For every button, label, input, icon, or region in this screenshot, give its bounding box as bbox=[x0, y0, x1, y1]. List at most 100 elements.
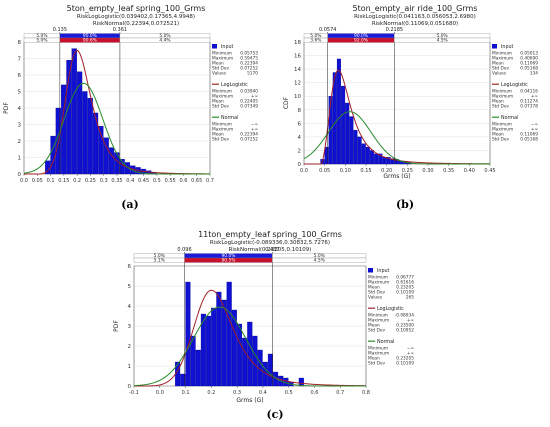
chart-title: 11ton_empty_leaf spring_100_Grms bbox=[198, 230, 342, 239]
stat-value: 0.22405 bbox=[240, 99, 258, 105]
stat-label: Maximum bbox=[368, 280, 389, 286]
stat-label: Maximum bbox=[492, 56, 513, 62]
chart-subtitle-loglogistic: RiskLogLogistic(0.041163,0.056053,2.6980… bbox=[354, 14, 476, 20]
stat-value: 0.23205 bbox=[396, 356, 414, 362]
histogram-bar bbox=[382, 157, 387, 165]
stat-label: Minimum bbox=[212, 51, 232, 57]
histogram-bar bbox=[185, 281, 191, 387]
histogram-bar bbox=[211, 307, 217, 387]
x-tick-label: 0.0 bbox=[300, 168, 308, 174]
stat-value: 0.07349 bbox=[240, 104, 258, 110]
x-tick-label: 0.35 bbox=[111, 178, 122, 184]
band-top-label: 90.0% bbox=[221, 253, 235, 259]
x-tick-label: 0.7 bbox=[206, 178, 214, 184]
stat-label: Std Dev bbox=[492, 104, 509, 110]
x-tick-label: 0.1 bbox=[47, 178, 55, 184]
histogram-bar bbox=[298, 377, 304, 387]
stat-label: Maximum bbox=[212, 94, 233, 100]
band-bottom-label: 92.0% bbox=[354, 38, 368, 44]
histogram-bar bbox=[324, 146, 329, 165]
histogram-bar bbox=[226, 281, 232, 387]
stat-value: 5170 bbox=[247, 71, 258, 77]
stat-label: Std Dev bbox=[212, 137, 229, 143]
stat-label: Minimum bbox=[368, 313, 388, 319]
histogram-bar bbox=[87, 97, 93, 175]
y-tick-label: 0 bbox=[18, 172, 22, 178]
histogram-bar bbox=[195, 349, 201, 387]
histogram-bar bbox=[328, 96, 333, 165]
histogram-bar bbox=[76, 71, 83, 175]
histogram-bar bbox=[82, 91, 88, 175]
y-tick-label: 18 bbox=[294, 40, 301, 46]
percentile-marker-label: 0.096 bbox=[177, 247, 191, 253]
x-tick-label: 0.05 bbox=[32, 178, 43, 184]
y-tick-label: 0 bbox=[128, 384, 132, 390]
x-tick-label: 0.3 bbox=[233, 390, 241, 396]
histogram-bar bbox=[345, 102, 350, 165]
x-tick-label: 0.5 bbox=[285, 390, 293, 396]
band-top-label: 5.0% bbox=[310, 33, 321, 39]
x-tick-label: 0.6 bbox=[179, 178, 187, 184]
stat-value: 0.07252 bbox=[240, 137, 258, 143]
stat-label: Maximum bbox=[368, 318, 389, 324]
histogram-bar bbox=[332, 72, 337, 165]
legend-title-loglogistic: LogLogistic bbox=[221, 82, 248, 88]
band-bottom-label: 5.0% bbox=[36, 38, 47, 44]
histogram-bar bbox=[216, 291, 222, 387]
y-tick-label: 6 bbox=[298, 121, 302, 127]
x-tick-label: 0.25 bbox=[402, 168, 413, 174]
stat-label: Mean bbox=[368, 285, 380, 291]
stat-label: Std Dev bbox=[368, 361, 385, 367]
x-tick-label: 0.4 bbox=[126, 178, 134, 184]
histogram-bar bbox=[378, 153, 383, 165]
stat-label: Minimum bbox=[368, 275, 388, 281]
x-tick-label: 0.55 bbox=[165, 178, 176, 184]
stat-value: +∞ bbox=[251, 94, 259, 100]
histogram-bar bbox=[357, 136, 362, 165]
stat-value: 0.10109 bbox=[396, 361, 414, 367]
stat-label: Std Dev bbox=[492, 66, 509, 72]
legend-title-input: Input bbox=[501, 44, 514, 50]
stat-value: 0.05168 bbox=[520, 137, 538, 143]
stat-value: 0.05753 bbox=[240, 51, 258, 57]
y-tick-label: 3 bbox=[18, 123, 22, 129]
band-bottom-segment bbox=[394, 37, 491, 43]
stat-value: 0.06777 bbox=[396, 275, 414, 281]
x-tick-label: 0.3 bbox=[100, 178, 108, 184]
stat-value: +∞ bbox=[531, 127, 539, 133]
stat-value: +∞ bbox=[407, 318, 415, 324]
y-tick-label: 16 bbox=[294, 54, 301, 60]
histogram-bar bbox=[267, 353, 273, 387]
chart-panel-c: 11ton_empty_leaf spring_100_Grms RiskLog… bbox=[110, 226, 430, 416]
y-axis-label: CDF bbox=[283, 96, 290, 109]
x-tick-label: 0.4 bbox=[259, 390, 267, 396]
y-tick-label: 8 bbox=[298, 108, 302, 114]
normal-curve bbox=[23, 82, 210, 175]
chart-svg: 0 2 4 6 8 10 12 14 16 18 0.0 0.05 0.10 0.15 0.20 0.25 0.… bbox=[283, 27, 539, 180]
histogram-bar bbox=[71, 48, 77, 175]
stat-value: 0.10109 bbox=[396, 290, 414, 296]
stat-value: -0.08934 bbox=[395, 313, 415, 319]
stat-label: Maximum bbox=[212, 127, 233, 133]
x-tick-label: 0.8 bbox=[362, 390, 370, 396]
stat-value: −∞ bbox=[251, 123, 259, 128]
x-tick-label: 0.05 bbox=[319, 168, 330, 174]
band-top-label: 5.0% bbox=[154, 253, 165, 259]
stat-value: 0.23205 bbox=[396, 285, 414, 291]
legend-title-loglogistic: LogLogistic bbox=[501, 82, 528, 88]
x-tick-label: 0.15 bbox=[58, 178, 69, 184]
histogram-bar bbox=[221, 299, 227, 387]
histogram-bar bbox=[365, 146, 370, 165]
stat-value: 0.10952 bbox=[396, 328, 414, 334]
stat-label: Minimum bbox=[492, 122, 512, 128]
y-tick-label: 14 bbox=[294, 67, 301, 73]
band-bottom-label: 4.5% bbox=[437, 38, 448, 44]
band-top-label: 5.0% bbox=[159, 33, 170, 39]
stat-label: Maximum bbox=[492, 94, 513, 100]
histogram-bar bbox=[361, 143, 366, 165]
legend-swatch-input bbox=[212, 44, 217, 49]
stat-label: Mean bbox=[212, 132, 224, 138]
histogram-bar bbox=[108, 147, 115, 175]
stat-label: Mean bbox=[368, 356, 380, 362]
caption-a: (a) bbox=[121, 198, 139, 211]
